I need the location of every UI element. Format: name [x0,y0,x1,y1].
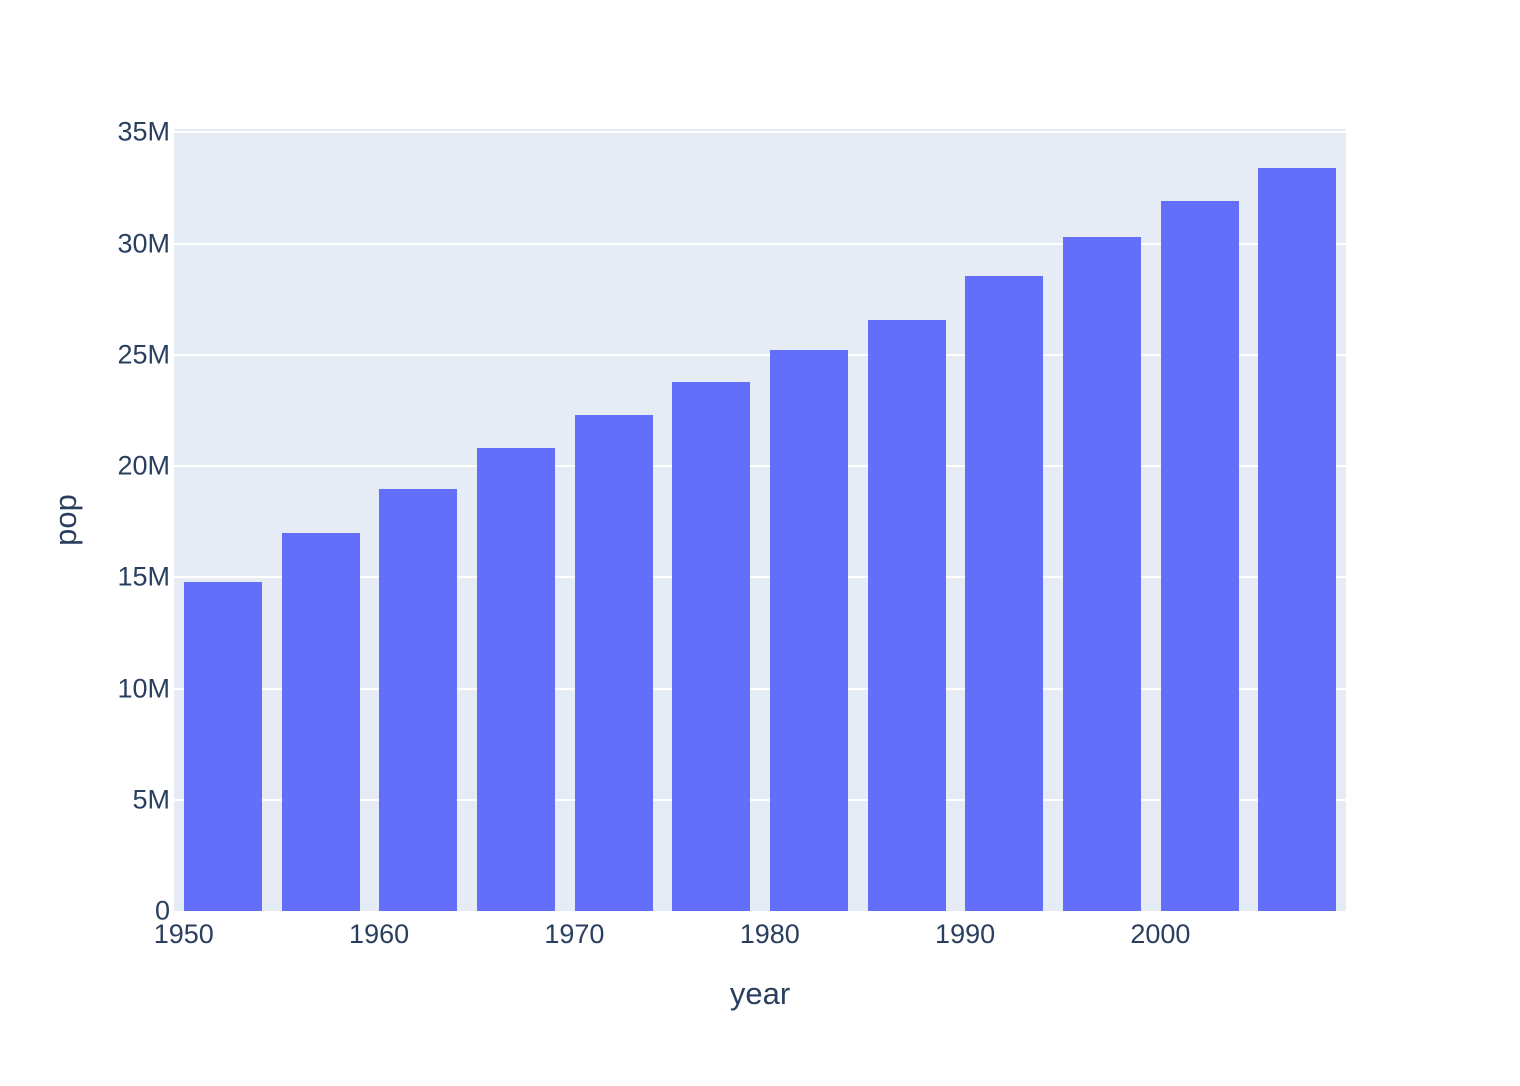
y-tick-label-10M: 10M [117,673,170,703]
x-tick-label-1960: 1960 [349,919,410,949]
bar-1957[interactable] [281,532,360,911]
y-tick-label-5M: 5M [132,784,170,815]
x-tick-label-1990: 1990 [935,919,996,949]
y-tick-label-35M: 35M [117,116,170,147]
gridline-20M [174,465,1346,467]
y-tick-label-25M: 25M [117,339,170,370]
x-tick-label-1970: 1970 [544,919,605,949]
bar-1982[interactable] [769,350,848,911]
y-tick-label-0: 0 [154,895,170,926]
gridline-15M [174,576,1346,579]
x-tick-label-1950: 1950 [153,919,214,949]
x-tick-label-2000: 2000 [1130,919,1191,949]
bar-1972[interactable] [574,415,653,911]
y-tick-label-30M: 30M [117,228,170,259]
bar-1977[interactable] [672,381,751,911]
y-tick-label-15M: 15M [117,561,170,592]
x-tick-label-1980: 1980 [739,919,800,949]
y-axis-title: pop [48,494,83,546]
x-axis-title: year [729,976,791,1011]
bar-1997[interactable] [1062,236,1141,911]
gridline-30M [174,242,1346,245]
bar-2007[interactable] [1258,168,1337,911]
bar-1992[interactable] [965,276,1044,911]
gridline-10M [174,687,1346,690]
bar-1962[interactable] [379,488,458,911]
bar-1967[interactable] [476,447,555,911]
gridline-5M [174,798,1346,801]
bar-1987[interactable] [867,320,946,911]
bar-2002[interactable] [1160,201,1239,911]
gridline-35M [174,131,1346,134]
gridline-25M [174,353,1346,356]
bar-1952[interactable] [183,582,262,911]
plot-area[interactable] [174,129,1346,911]
y-tick-label-20M: 20M [117,450,170,481]
